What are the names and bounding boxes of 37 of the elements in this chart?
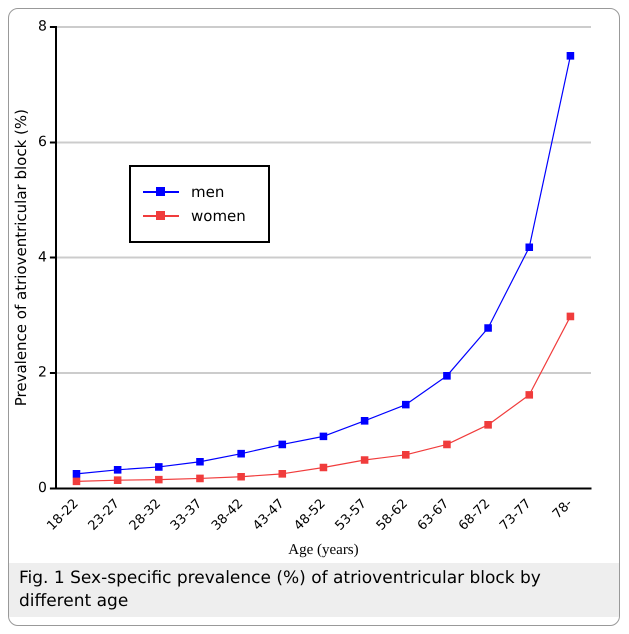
point — [443, 372, 451, 380]
point — [196, 474, 204, 482]
point — [196, 458, 204, 466]
x-tick-label: 78- — [550, 496, 576, 522]
y-tick-label: 0 — [38, 480, 47, 496]
point — [72, 470, 80, 478]
point — [114, 476, 122, 484]
point — [525, 243, 534, 252]
point — [320, 464, 328, 472]
point — [484, 421, 492, 429]
point — [566, 312, 574, 320]
point — [72, 478, 80, 486]
point — [237, 450, 245, 458]
point — [320, 432, 328, 440]
point — [155, 463, 163, 471]
y-axis-title: Prevalence of atrioventricular block (%) — [12, 108, 30, 406]
y-tick-label: 4 — [38, 249, 47, 266]
y-tick-label: 8 — [38, 18, 47, 35]
point — [525, 391, 534, 399]
point — [114, 466, 122, 474]
y-tick-label: 6 — [38, 134, 47, 150]
point — [402, 451, 410, 459]
point — [360, 456, 368, 464]
point — [402, 400, 410, 408]
x-axis-title: Age (years) — [288, 542, 359, 558]
point — [484, 324, 492, 332]
legend-label: men — [191, 183, 224, 201]
legend-label: women — [191, 207, 246, 225]
point — [566, 52, 574, 60]
point — [443, 440, 451, 448]
point — [278, 440, 286, 448]
point — [237, 472, 245, 481]
point — [360, 417, 368, 425]
y-tick-label: 2 — [38, 364, 47, 381]
point — [155, 476, 163, 484]
point — [278, 470, 286, 478]
caption: Fig. 1 Sex-specific prevalence (%) of atrioventricular block by different age — [9, 563, 619, 617]
